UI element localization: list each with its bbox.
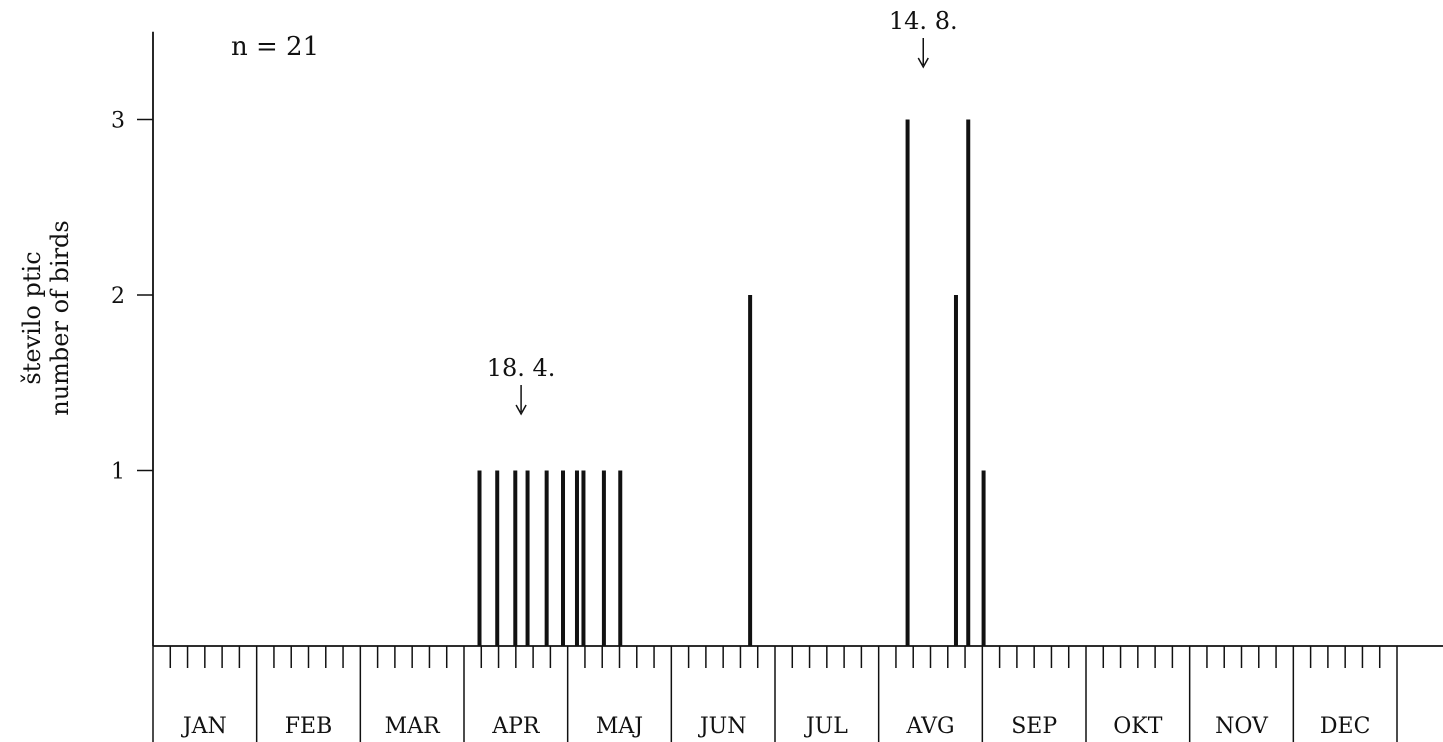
date-marker-label: 14. 8. bbox=[889, 7, 958, 35]
y-tick-label: 2 bbox=[111, 284, 125, 309]
month-label: JUL bbox=[804, 714, 848, 739]
y-tick-label: 3 bbox=[111, 109, 125, 134]
month-label: JAN bbox=[181, 714, 227, 739]
month-label: AVG bbox=[905, 714, 954, 739]
y-tick-label: 1 bbox=[111, 460, 125, 485]
y-axis-label-line-2: number of birds bbox=[46, 220, 74, 416]
month-label: DEC bbox=[1320, 714, 1371, 739]
month-label: NOV bbox=[1215, 714, 1269, 739]
month-axis: JAN FEB MAR APR MAJ JUN JUL AVG SEP OKT NOV DEC bbox=[152, 646, 1398, 742]
bars bbox=[477, 119, 986, 646]
month-label: MAR bbox=[385, 714, 441, 739]
y-axis-label: število ptic number of birds bbox=[18, 220, 74, 416]
date-markers: 18. 4. 14. 8. bbox=[487, 7, 958, 416]
date-marker-arrow-head bbox=[917, 57, 929, 69]
sample-size-annotation: n = 21 bbox=[231, 32, 319, 62]
month-label: SEP bbox=[1011, 714, 1057, 739]
month-label: MAJ bbox=[596, 714, 643, 739]
date-marker-label: 18. 4. bbox=[487, 354, 556, 382]
month-label: OKT bbox=[1113, 714, 1162, 739]
y-axis-label-line-1: število ptic bbox=[18, 251, 46, 384]
month-label: FEB bbox=[285, 714, 333, 739]
month-label: JUN bbox=[698, 714, 747, 739]
month-label: APR bbox=[491, 714, 541, 739]
axes: 1 2 3 bbox=[111, 31, 1443, 647]
date-marker-arrow-head bbox=[515, 404, 527, 416]
